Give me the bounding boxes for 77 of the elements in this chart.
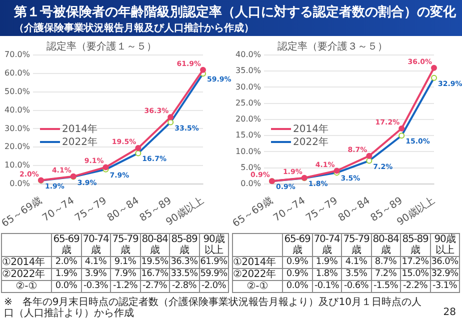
text: 0.0% (282, 280, 312, 292)
legend-label: 2022年 (62, 136, 98, 148)
text: -2.7% (140, 280, 170, 292)
y-tick-label: 70.0% (4, 50, 30, 60)
text: 75-79歳 (110, 234, 140, 256)
y-tick-label: 35.0% (236, 66, 262, 76)
text: 0.9% (286, 257, 308, 267)
y-tick-label: 15.0% (236, 130, 262, 140)
y-tick-label: 0.0% (240, 179, 262, 188)
y-tick-label: 40.0% (236, 50, 262, 60)
text: 85-89歳 (170, 234, 199, 256)
text: 32.9% (431, 269, 458, 279)
text: 19.5% (141, 257, 168, 267)
text: 85-89歳 (400, 234, 430, 256)
text: 4.1% (345, 257, 368, 267)
text: 90歳以上 (430, 234, 460, 256)
y-tick-label: 5.0% (240, 162, 262, 172)
text: ※ 各年の9月末日時点の認定者数（介護保険事業状況報告月報より）及び10月１日時点の人口（人口推計より）から作成 (4, 297, 422, 319)
text: 59.9% (200, 269, 228, 279)
y-tick-label: 0.0% (10, 179, 30, 188)
text: 9.1% (114, 257, 136, 267)
text: 33.5% (170, 269, 198, 279)
text: -2.8% (170, 280, 199, 292)
text: 36.0% (431, 257, 458, 267)
text: -0.6% (342, 280, 371, 292)
text: -1.5% (371, 280, 400, 292)
text: 7.2% (374, 269, 397, 279)
text: 7.9% (114, 269, 136, 279)
y-tick-label: 20.0% (236, 114, 262, 124)
text: 15.0% (402, 269, 429, 279)
text: 36.3% (170, 257, 198, 267)
y-tick-label: 50.0% (4, 86, 30, 96)
y-tick-label: 40.0% (4, 105, 30, 114)
y-tick-label: 20.0% (4, 142, 30, 152)
text: 1.9% (316, 257, 338, 267)
text: 8.7% (374, 257, 397, 267)
y-tick-label: 25.0% (236, 98, 262, 108)
legend-label: 2014年 (293, 122, 328, 136)
text: -0.3% (81, 280, 110, 292)
text: 90歳以上 (199, 234, 228, 256)
legend-label: 2014年 (62, 122, 98, 136)
text: 65-69歳 (52, 234, 81, 256)
text: 0.9% (286, 269, 308, 279)
text: -0.1% (312, 280, 342, 292)
text: （介護保険事業状況報告月報及び人口推計から作成） (14, 22, 254, 35)
text: 28 (443, 307, 456, 318)
text: 17.2% (402, 257, 429, 267)
text: 16.7% (141, 269, 168, 279)
text: 80-84歳 (371, 234, 400, 256)
text: ②-① (232, 280, 282, 292)
text: 3.9% (84, 269, 107, 279)
text: 61.9% (200, 257, 228, 267)
text: -3.1% (430, 280, 460, 292)
text: 4.1% (84, 257, 107, 267)
text: 80-84歳 (140, 234, 170, 256)
text: 75-79歳 (342, 234, 371, 256)
text: 2.0% (55, 257, 78, 267)
y-tick-label: 30.0% (4, 124, 30, 133)
text: 1.8% (316, 269, 338, 279)
y-tick-label: 60.0% (4, 68, 30, 78)
text: 第１号被保険者の年齢階級別認定率（人口に対する認定者数の割合）の変化 (14, 4, 456, 21)
text: 70-74歳 (81, 234, 110, 256)
y-tick-label: 10.0% (236, 146, 262, 156)
text: ②-① (2, 280, 52, 292)
y-tick-label: 10.0% (4, 160, 30, 170)
chart-title: 認定率（要介護３～５） (278, 40, 388, 53)
text: 1.9% (55, 269, 78, 279)
chart-title: 認定率（要介護１～５） (46, 40, 156, 53)
legend-label: 2022年 (293, 136, 328, 148)
text: 3.5% (345, 269, 368, 279)
text: 65-69歳 (282, 234, 312, 256)
text: -2.2% (400, 280, 430, 292)
y-tick-label: 30.0% (236, 82, 262, 92)
text: 0.0% (52, 280, 81, 292)
text: -1.2% (110, 280, 140, 292)
text: -2.0% (199, 280, 228, 292)
text: 70-74歳 (312, 234, 342, 256)
